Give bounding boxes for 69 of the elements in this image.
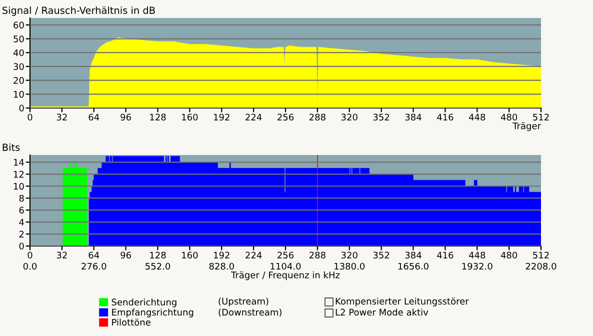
x-tick-label: 288 (309, 252, 326, 259)
x2-tick-label: 1932.0 (462, 262, 492, 270)
y-tick-label: 12 (14, 170, 24, 178)
x-axis-title: Träger / Frequenz in kHz (230, 271, 340, 280)
y-tick-label: 30 (14, 63, 24, 70)
x-tick-label: 224 (246, 114, 262, 120)
y-tick-label: 10 (14, 182, 24, 190)
x-tick-label: 512 (533, 252, 549, 259)
x-tick-label: 448 (468, 252, 486, 259)
y-tick-label: 0 (19, 242, 24, 250)
x-tick-label: 352 (373, 252, 390, 259)
x2-tick-label: 552.0 (146, 262, 170, 270)
x-tick-label: 64 (88, 252, 100, 259)
x-tick-label: 160 (182, 252, 198, 259)
x2-tick-label: 2208.0 (526, 262, 556, 270)
x2-tick-label: 0.0 (23, 262, 37, 270)
x-tick-label: 288 (309, 114, 326, 121)
x-tick-label: 128 (150, 252, 166, 259)
x-tick-label: 480 (500, 252, 518, 259)
text: Kompensierter Leitungsstörer (336, 298, 469, 306)
text: L2 Power Mode aktiv (336, 308, 428, 316)
y-axis-title: Bits (2, 143, 20, 151)
y-tick-label: 50 (14, 36, 24, 42)
legend-label: Empfangsrichtung (112, 308, 194, 318)
x2-tick-label: 828.0 (209, 262, 234, 270)
x-tick-label: 416 (437, 252, 454, 259)
x-tick-label: 224 (246, 252, 262, 258)
x-tick-label: 64 (88, 114, 100, 121)
x-tick-label: 192 (214, 252, 230, 259)
y-tick-label: 20 (14, 77, 24, 84)
x-tick-label: 96 (120, 114, 131, 121)
x-tick-label: 32 (56, 252, 67, 259)
x-tick-label: 96 (120, 252, 131, 259)
y-tick-label: 14 (14, 159, 24, 166)
x-tick-label: 160 (182, 114, 198, 121)
x-tick-label: 0 (28, 252, 32, 259)
y-tick-label: 0 (19, 104, 24, 112)
x-tick-label: 128 (150, 114, 166, 121)
y-tick-label: 8 (19, 194, 24, 202)
y-tick-label: 40 (13, 49, 24, 56)
chart-title: Signal / Rausch-Verhältnis in dB (2, 6, 155, 16)
x-axis-title: Träger (512, 122, 541, 132)
text: (Upstream) (218, 298, 268, 306)
x-tick-label: 448 (468, 114, 486, 121)
x-tick-label: 416 (437, 114, 454, 121)
x-tick-label: 0 (28, 114, 32, 121)
x-tick-label: 320 (341, 114, 358, 121)
x-tick-label: 192 (214, 114, 230, 121)
x-tick-label: 384 (405, 114, 422, 121)
x-tick-label: 32 (56, 114, 67, 121)
x-tick-label: 352 (373, 114, 390, 121)
text: (Downstream) (218, 308, 282, 317)
x2-tick-label: 1380.0 (334, 262, 365, 270)
y-tick-label: 4 (19, 218, 24, 226)
x2-tick-label: 276.0 (82, 262, 106, 270)
legend-label: Pilottöne (112, 318, 150, 326)
x2-tick-label: 1104.0 (270, 262, 301, 270)
x-tick-label: 512 (533, 114, 549, 121)
y-tick-label: 6 (19, 206, 24, 214)
x2-tick-label: 1656.0 (398, 262, 428, 270)
x-tick-label: 256 (278, 252, 294, 259)
x-tick-label: 320 (341, 252, 358, 259)
y-tick-label: 60 (14, 22, 24, 28)
y-tick-label: 10 (14, 90, 24, 98)
y-tick-label: 2 (19, 230, 24, 238)
legend-label: Senderichtung (112, 298, 176, 308)
x-tick-label: 480 (500, 114, 518, 121)
x-tick-label: 384 (405, 252, 422, 259)
x-tick-label: 256 (278, 114, 294, 121)
